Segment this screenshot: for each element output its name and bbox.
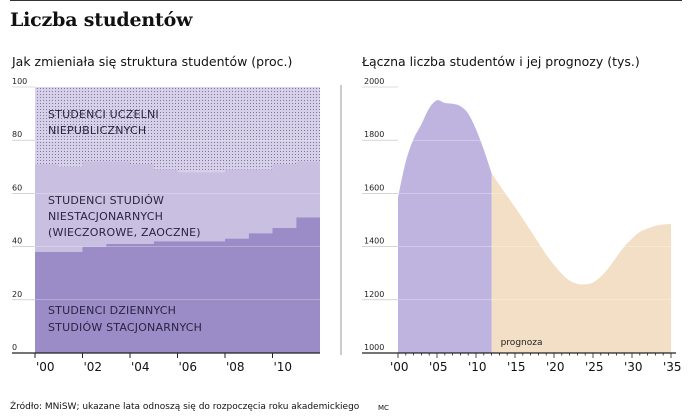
x-tick-label: '10 xyxy=(274,360,293,374)
x-tick-label: '10 xyxy=(468,360,487,374)
series-label: STUDENCI UCZELNI xyxy=(48,108,159,121)
x-tick-label: '06 xyxy=(179,360,198,374)
series-label: STUDIÓW STACJONARNYCH xyxy=(48,321,202,334)
x-tick-label: '00 xyxy=(36,360,55,374)
page-title: Liczba studentów xyxy=(10,9,193,31)
x-tick-label: '25 xyxy=(585,360,604,374)
y-tick-label: 1400 xyxy=(364,237,384,246)
area-fulltime-students xyxy=(35,217,320,353)
x-tick-label: '02 xyxy=(84,360,103,374)
area-extramural-students xyxy=(35,161,320,252)
total-students-chart: 1000 1200 1400 1600 1800 2000 '00 '05 '10 '15 '20 '… xyxy=(362,77,682,374)
y-tick-label: 2000 xyxy=(364,77,384,86)
author-credit: MC xyxy=(378,404,389,412)
forecast-label: prognoza xyxy=(501,338,543,348)
series-label: NIESTACJONARNYCH xyxy=(48,210,163,223)
left-chart-title: Jak zmieniała się struktura studentów (p… xyxy=(12,54,293,69)
right-chart-title: Łączna liczba studentów i jej prognozy (… xyxy=(362,54,640,69)
y-tick-label: 20 xyxy=(12,290,22,299)
actual-area xyxy=(398,100,492,354)
x-tick-label: '20 xyxy=(546,360,565,374)
x-tick-label: '35 xyxy=(663,360,682,374)
series-label: (WIECZOROWE, ZAOCZNE) xyxy=(48,226,201,239)
y-tick-label: 1800 xyxy=(364,130,384,139)
x-tick-label: '00 xyxy=(390,360,409,374)
top-rule xyxy=(10,0,682,1)
y-tick-label: 60 xyxy=(12,183,22,192)
y-tick-label: 1000 xyxy=(364,343,384,352)
series-label: NIEPUBLICZNYCH xyxy=(48,124,146,137)
y-tick-label: 1200 xyxy=(364,290,384,299)
x-tick-label: '05 xyxy=(429,360,448,374)
forecast-area xyxy=(491,173,671,353)
x-tick-label: '30 xyxy=(624,360,643,374)
y-tick-label: 1600 xyxy=(364,183,384,192)
x-tick-label: '04 xyxy=(131,360,150,374)
area-private-universities xyxy=(35,87,320,173)
x-tick-label: '08 xyxy=(226,360,245,374)
x-tick-label: '15 xyxy=(507,360,526,374)
y-tick-label: 0 xyxy=(12,343,17,352)
series-label: STUDENCI STUDIÓW xyxy=(48,194,164,207)
y-tick-label: 80 xyxy=(12,130,22,139)
y-tick-label: 40 xyxy=(12,237,22,246)
y-tick-label: 100 xyxy=(12,77,27,86)
source-note: Źródło: MNiSW; ukazane lata odnoszą się … xyxy=(10,402,360,412)
structure-chart: 0 20 40 60 80 100 '00 '02 '04 '06 '08 '10 STUDENCI D… xyxy=(12,77,320,374)
series-label: STUDENCI DZIENNYCH xyxy=(48,304,176,317)
